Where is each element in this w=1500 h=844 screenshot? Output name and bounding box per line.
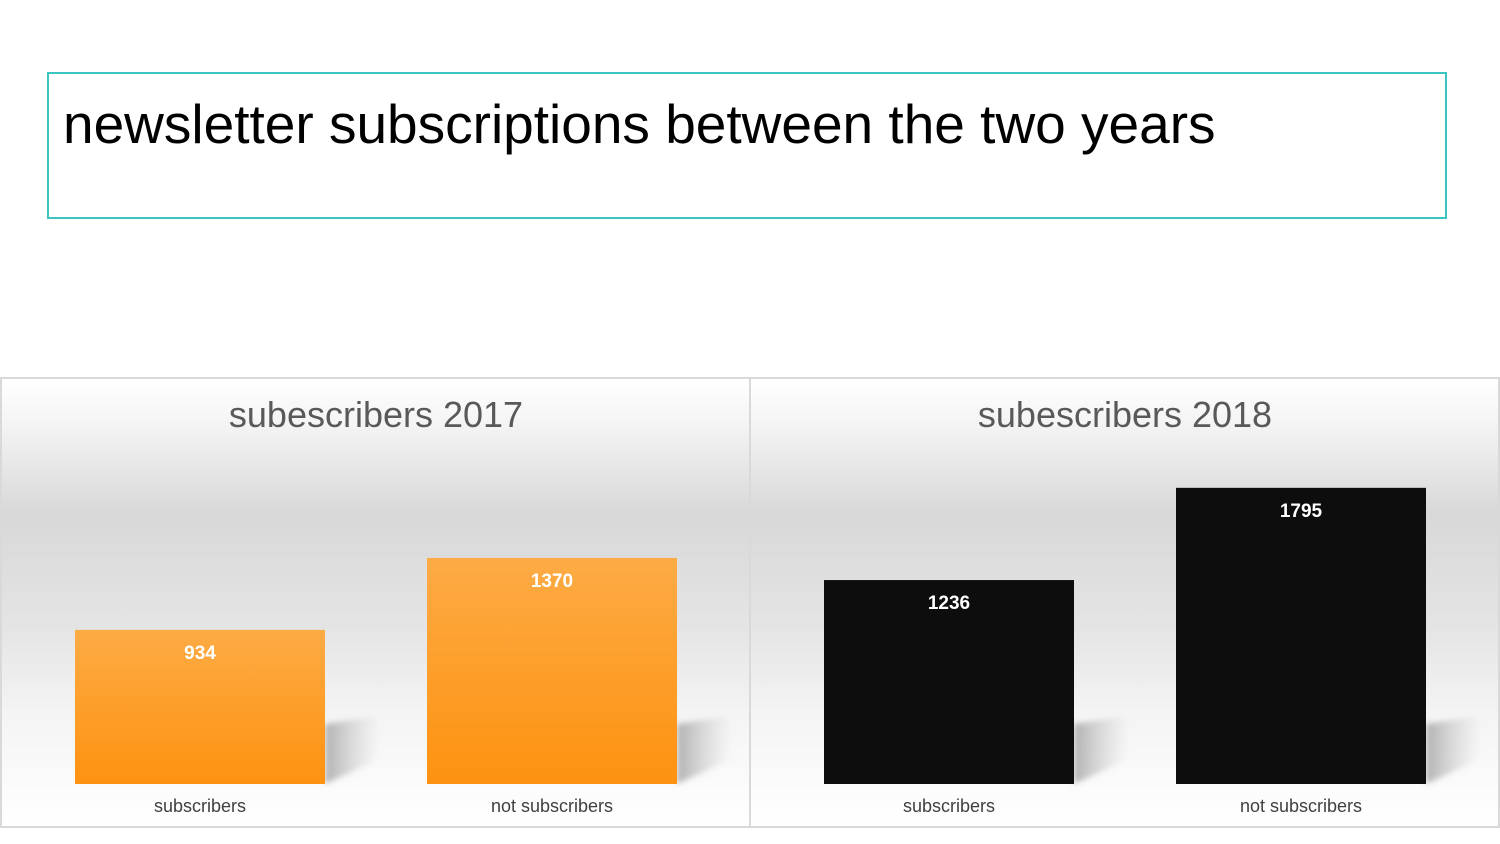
bar-2018-not-subscribers — [1176, 487, 1426, 784]
bar-2018-subscribers — [824, 580, 1074, 784]
data-label: 1370 — [531, 571, 573, 592]
category-label: not subscribers — [491, 796, 613, 816]
data-label: 1236 — [928, 593, 970, 614]
title-box: newsletter subscriptions between the two… — [47, 72, 1447, 219]
chart-title: subescribers 2017 — [229, 394, 523, 435]
bar-shadow — [1074, 716, 1129, 784]
bar-shadow — [1426, 716, 1481, 784]
bar-shadow — [325, 716, 380, 784]
data-label: 1795 — [1280, 501, 1323, 522]
chart-title: subescribers 2018 — [978, 394, 1272, 435]
category-label: subscribers — [903, 796, 995, 816]
bar-shadow — [677, 716, 732, 784]
chart-2018: subescribers 2018 1236 subscribers 1795 not … — [749, 377, 1500, 828]
bar-2017-subscribers — [75, 629, 325, 784]
page-title: newsletter subscriptions between the two… — [63, 93, 1216, 155]
category-label: subscribers — [154, 796, 246, 816]
chart-2017-svg: subescribers 2017 934 subscribers 1370 not s… — [75, 394, 732, 816]
category-label: not subscribers — [1240, 796, 1362, 816]
chart-2018-svg: subescribers 2018 1236 subscribers 1795 not … — [824, 394, 1481, 816]
data-label: 934 — [184, 643, 216, 664]
chart-2017: subescribers 2017 934 subscribers 1370 not s… — [0, 377, 751, 828]
bar-2017-not-subscribers — [427, 557, 677, 784]
